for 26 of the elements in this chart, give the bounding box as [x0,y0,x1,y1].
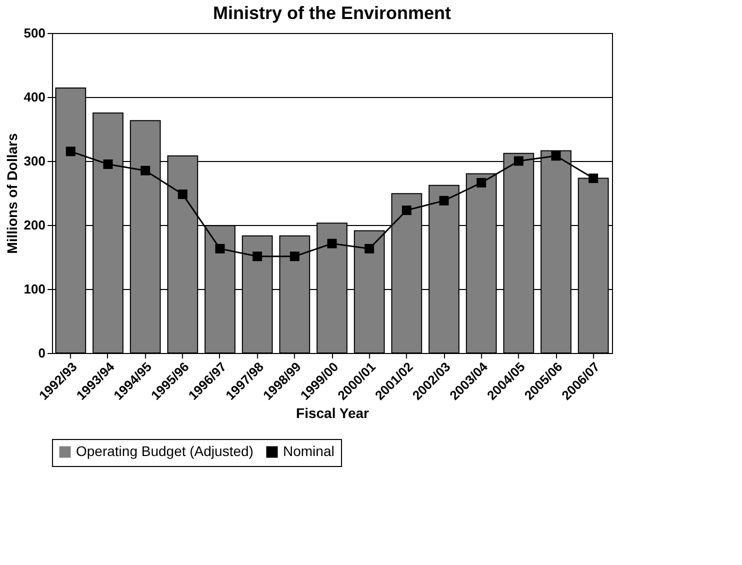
legend-label: Operating Budget (Adjusted) [76,443,254,459]
point [290,252,300,262]
y-tick-label: 100 [24,282,46,296]
y-tick-label: 400 [24,90,46,104]
y-axis-title: Millions of Dollars [4,133,20,254]
y-tick-label: 200 [24,218,46,232]
point [140,166,150,176]
point [514,156,524,166]
y-tick-label: 300 [24,154,46,168]
y-tick-label: 500 [24,26,46,40]
point [327,238,337,248]
point [439,196,449,206]
point [103,159,113,169]
point [402,206,412,216]
x-axis-title: Fiscal Year [296,404,370,421]
y-tick-label: 0 [38,346,46,360]
point [178,190,188,200]
point [215,244,225,254]
point [66,146,76,156]
point [364,244,374,254]
point [551,151,561,161]
legend-label: Nominal [283,443,334,459]
point [476,178,486,188]
point [588,174,598,184]
chart-title: Ministry of the Environment [212,3,452,23]
point [252,252,262,262]
